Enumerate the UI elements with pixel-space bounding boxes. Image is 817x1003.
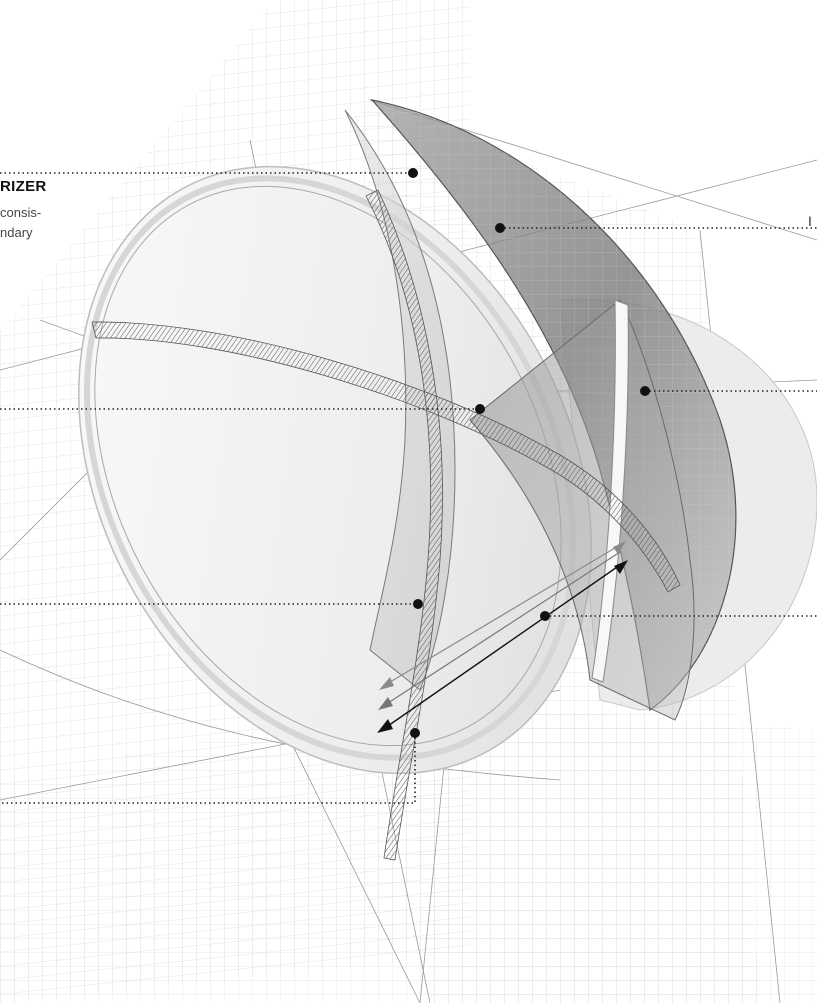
callout-dot-6 [540,611,550,621]
horizontal-hatched-band [91,321,681,593]
lens-rim [83,175,577,761]
vertical-hatched-band [365,189,443,861]
callout-dot-4 [640,386,650,396]
grid-plane-bottom [0,700,817,1003]
thickness-arrows [377,541,628,733]
middle-panel [469,299,695,721]
callout-dot-2 [495,223,505,233]
callout-dot-7 [410,728,420,738]
right-callout-text-fragment: I [808,213,812,229]
lens-body [78,165,592,775]
callout-dot-1 [408,168,418,178]
white-edge-slab [591,299,629,683]
callout-dot-3 [475,404,485,414]
callout-dots [408,168,650,738]
left-callout-text-line-2: ndary [0,225,33,240]
left-callout-title: RIZER [0,178,47,195]
callout-leader-7 [0,733,416,804]
lens-inner-rim [94,185,562,747]
left-callout-text-line-1: consis- [0,205,42,220]
callout-leaders [0,172,817,804]
callout-dot-5 [413,599,423,609]
